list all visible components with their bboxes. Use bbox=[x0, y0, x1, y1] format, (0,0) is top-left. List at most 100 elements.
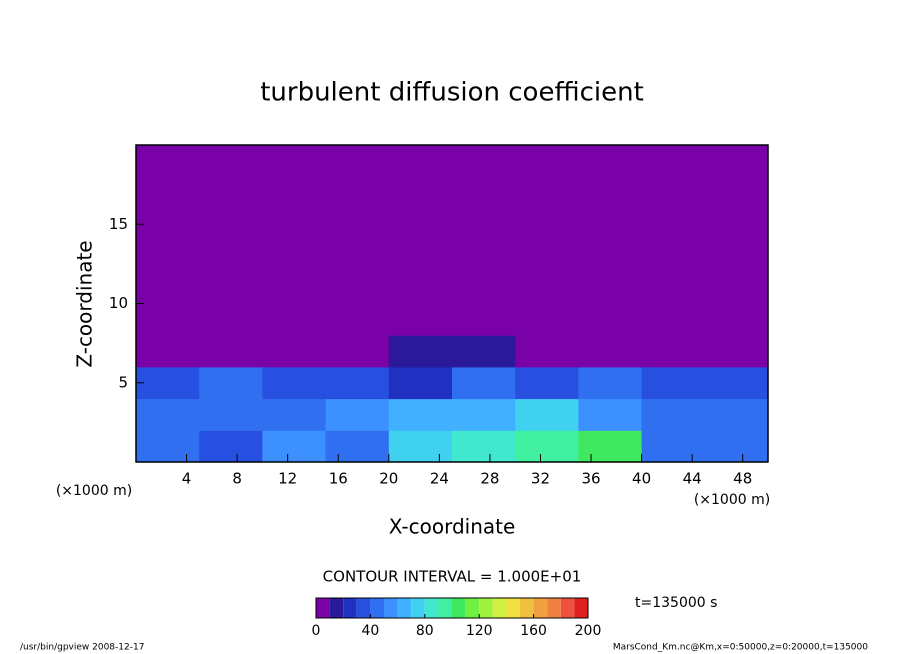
x-tick-label: 40 bbox=[632, 470, 651, 488]
contour-cell bbox=[704, 145, 769, 336]
time-label: t=135000 s bbox=[635, 595, 717, 611]
colorbar-frame bbox=[315, 597, 589, 619]
colorbar-swatch bbox=[520, 598, 534, 618]
y-tick-label: 15 bbox=[109, 215, 128, 233]
contour-cell bbox=[262, 398, 327, 431]
colorbar-swatch bbox=[506, 598, 520, 618]
contour-cell bbox=[578, 335, 643, 368]
colorbar-swatch bbox=[329, 598, 344, 618]
colorbar-swatch bbox=[370, 598, 384, 618]
x-tick-label: 20 bbox=[379, 470, 398, 488]
colorbar-tick-label: 40 bbox=[361, 623, 379, 639]
contour-cell bbox=[199, 366, 263, 400]
colorbar-swatch bbox=[547, 598, 561, 618]
colorbar-swatch bbox=[424, 598, 439, 618]
y-axis-label: Z-coordinate bbox=[73, 240, 97, 367]
contour-cell bbox=[388, 145, 453, 336]
x-unit: (×1000 m) bbox=[694, 492, 770, 508]
contour-cell bbox=[452, 398, 516, 431]
contour-cell bbox=[515, 335, 579, 368]
contour-cell bbox=[262, 366, 327, 400]
contour-cell bbox=[136, 335, 200, 368]
contour-cell bbox=[641, 335, 706, 368]
footer-right: MarsCond_Km.nc@Km,x=0:50000,z=0:20000,t=… bbox=[613, 643, 868, 653]
contour-cell bbox=[199, 335, 263, 368]
y-tick-label: 5 bbox=[118, 373, 128, 391]
colorbar-swatch bbox=[452, 598, 466, 618]
contour-cell bbox=[199, 145, 263, 336]
x-tick-label: 4 bbox=[182, 470, 192, 488]
contour-cell bbox=[578, 145, 643, 336]
contour-cell bbox=[388, 430, 453, 463]
x-tick-label: 16 bbox=[329, 470, 348, 488]
x-tick-label: 12 bbox=[278, 470, 297, 488]
colorbar-tick-label: 0 bbox=[312, 623, 321, 639]
colorbar-swatch bbox=[492, 598, 507, 618]
contour-cell bbox=[136, 398, 200, 431]
contour-cell bbox=[515, 366, 579, 400]
contour-cell bbox=[388, 398, 453, 431]
contour-cell bbox=[262, 145, 327, 336]
contour-cell bbox=[704, 398, 769, 431]
contour-cell bbox=[452, 335, 516, 368]
contour-cell bbox=[641, 398, 706, 431]
colorbar-swatch bbox=[384, 598, 398, 618]
colorbar-swatch bbox=[356, 598, 371, 618]
x-axis-label: X-coordinate bbox=[389, 515, 516, 539]
contour-cell bbox=[452, 145, 516, 336]
contour-cell bbox=[578, 398, 643, 431]
x-tick-label: 36 bbox=[581, 470, 600, 488]
contour-cell bbox=[199, 430, 263, 463]
contour-cell bbox=[515, 145, 579, 336]
contour-cell bbox=[136, 145, 200, 336]
x-tick-label: 24 bbox=[430, 470, 449, 488]
contour-cell bbox=[388, 335, 453, 368]
contour-cell bbox=[262, 335, 327, 368]
contour-cell bbox=[704, 335, 769, 368]
colorbar-tick-label: 160 bbox=[520, 623, 547, 639]
x-tick-label: 48 bbox=[733, 470, 752, 488]
contour-cell bbox=[578, 430, 643, 463]
colorbar-swatch bbox=[411, 598, 425, 618]
contour-cell bbox=[388, 366, 453, 400]
chart-title: turbulent diffusion coefficient bbox=[260, 78, 644, 108]
colorbar-swatch bbox=[343, 598, 357, 618]
colorbar-swatch bbox=[316, 598, 330, 618]
colorbar-swatch bbox=[438, 598, 452, 618]
x-tick-label: 44 bbox=[683, 470, 702, 488]
colorbar-tick-label: 200 bbox=[575, 623, 602, 639]
contour-cell bbox=[641, 366, 706, 400]
y-unit: (×1000 m) bbox=[56, 483, 132, 499]
x-tick-label: 28 bbox=[480, 470, 499, 488]
contour-cell bbox=[325, 366, 390, 400]
contour-interval: CONTOUR INTERVAL = 1.000E+01 bbox=[323, 568, 582, 586]
contour-cell bbox=[515, 398, 579, 431]
colorbar-tick-label: 120 bbox=[466, 623, 493, 639]
contour-cell bbox=[325, 335, 390, 368]
contour-cell bbox=[136, 366, 200, 400]
contour-cell bbox=[136, 430, 200, 463]
footer-left: /usr/bin/gpview 2008-12-17 bbox=[20, 643, 144, 653]
contour-cell bbox=[325, 398, 390, 431]
y-tick-label: 10 bbox=[109, 294, 128, 312]
contour-cell bbox=[452, 430, 516, 463]
colorbar-swatch bbox=[574, 598, 588, 618]
colorbar-swatch bbox=[479, 598, 493, 618]
contour-cell bbox=[578, 366, 643, 400]
contour-cell bbox=[641, 430, 706, 463]
contour-cell bbox=[262, 430, 327, 463]
colorbar-swatch bbox=[465, 598, 480, 618]
contour-cell bbox=[325, 145, 390, 336]
contour-cell bbox=[704, 430, 769, 463]
colorbar-swatch bbox=[397, 598, 412, 618]
colorbar-swatch bbox=[560, 598, 575, 618]
x-tick-label: 8 bbox=[232, 470, 242, 488]
contour-cell bbox=[515, 430, 579, 463]
contour-cell bbox=[704, 366, 769, 400]
colorbar-tick-label: 80 bbox=[416, 623, 434, 639]
contour-cell bbox=[199, 398, 263, 431]
contour-cell bbox=[452, 366, 516, 400]
colorbar-swatch bbox=[533, 598, 548, 618]
contour-cell bbox=[325, 430, 390, 463]
